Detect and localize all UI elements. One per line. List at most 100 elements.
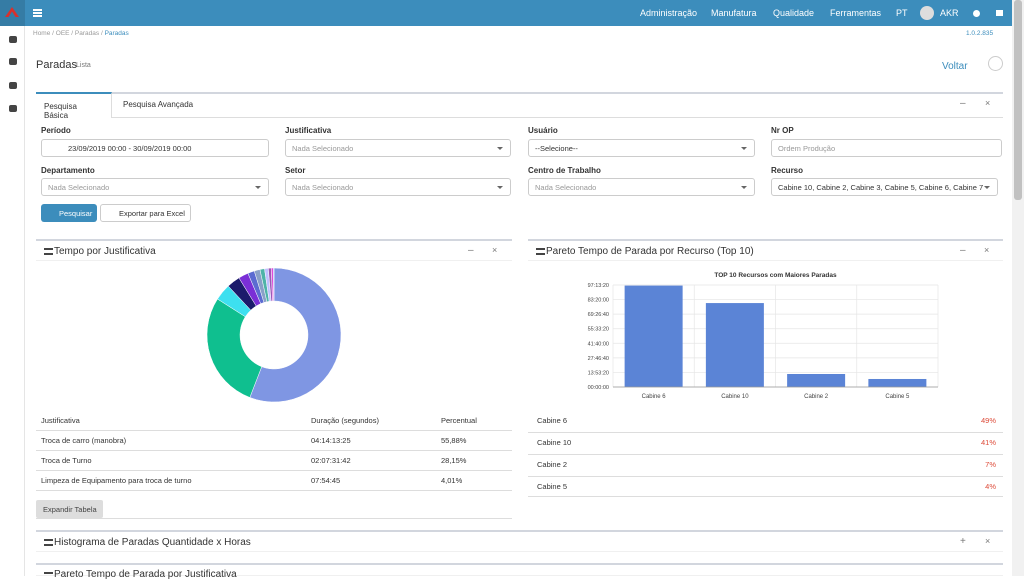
y-tick-label: 55:33:20	[588, 327, 609, 333]
logo[interactable]	[0, 0, 25, 26]
label: Justificativa	[285, 126, 332, 135]
search-button[interactable]: Pesquisar	[41, 204, 97, 222]
label: Recurso	[771, 166, 804, 175]
icon[interactable]	[9, 58, 17, 65]
crumb[interactable]: Paradas	[74, 30, 100, 37]
icon[interactable]	[9, 105, 17, 112]
settings-icon[interactable]	[973, 10, 980, 17]
user[interactable]: AKR	[940, 8, 959, 18]
list-label: Cabine 5	[537, 482, 568, 491]
td: Limpeza de Equipamento para troca de tur…	[41, 476, 192, 485]
donut-slice	[249, 267, 342, 403]
td: Troca de carro (manobra)	[41, 436, 127, 445]
close[interactable]: ×	[985, 98, 991, 108]
select[interactable]: Nada Selecionado	[285, 178, 511, 196]
panel-title: Pareto Tempo de Parada por Recurso (Top …	[546, 246, 754, 257]
text-input[interactable]: Ordem Produção	[771, 139, 1002, 157]
bar	[705, 303, 764, 387]
list-label: Cabine 6	[537, 416, 568, 425]
crumb[interactable]: OEE	[55, 30, 70, 37]
back-link[interactable]: Voltar	[942, 61, 968, 72]
chart-title: TOP 10 Recursos com Maiores Paradas	[714, 272, 837, 279]
select[interactable]: --Selecione--	[528, 139, 755, 157]
navbar: Administração Manufatura Qualidade Ferra…	[0, 0, 1012, 26]
y-tick-label: 69:26:40	[588, 312, 609, 318]
donut-slice	[273, 267, 275, 302]
panel-title: Tempo por Justificativa	[54, 246, 156, 257]
bar-chart: TOP 10 Recursos com Maiores Paradas 00:00…	[588, 272, 939, 400]
sidebar	[0, 26, 25, 576]
row-line	[36, 490, 512, 491]
export-button[interactable]: Exportar para Excel	[100, 204, 191, 222]
tab[interactable]: Pesquisa Básica	[36, 92, 112, 120]
list-value: 49%	[980, 416, 996, 425]
label: Centro de Trabalho	[528, 166, 601, 175]
td: 07:54:45	[311, 476, 341, 485]
list-label: Cabine 2	[537, 460, 568, 469]
td: 04:14:13:25	[311, 436, 351, 445]
th: Justificativa	[41, 416, 80, 425]
select[interactable]: Nada Selecionado	[285, 139, 511, 157]
version: 1.0.2.835	[966, 30, 994, 37]
expand-button[interactable]: Expandir Tabela	[36, 500, 103, 518]
panel-header: Tempo por Justificativa – ×	[36, 239, 512, 261]
td: 28,15%	[441, 456, 467, 465]
icon[interactable]	[9, 36, 17, 43]
date-input[interactable]: 23/09/2019 00:00 - 30/09/2019 00:00	[41, 139, 269, 157]
label: Departamento	[41, 166, 95, 175]
label: Período	[41, 126, 71, 135]
page-subtitle: Lista	[76, 62, 91, 69]
x-tick-label: Cabine 5	[885, 394, 910, 400]
row-line	[528, 432, 1003, 433]
td: 55,88%	[441, 436, 467, 445]
y-tick-label: 41:40:00	[588, 341, 609, 347]
select[interactable]: Cabine 10, Cabine 2, Cabine 3, Cabine 5,…	[771, 178, 998, 196]
label: Usuário	[528, 126, 558, 135]
bar	[868, 378, 927, 387]
scrollbar[interactable]	[1012, 0, 1024, 576]
tab[interactable]: Pesquisa Avançada	[123, 100, 194, 109]
bar	[624, 285, 683, 387]
y-tick-label: 83:20:00	[588, 298, 609, 304]
donut-slice	[206, 298, 263, 398]
list-value: 7%	[985, 460, 996, 469]
menu[interactable]: Administração	[640, 8, 698, 18]
list-label: Cabine 10	[537, 438, 572, 447]
label: Nr OP	[771, 126, 794, 135]
select[interactable]: Nada Selecionado	[41, 178, 269, 196]
panel-title: Pareto Tempo de Parada por Justificativa	[54, 569, 237, 580]
menu-toggle[interactable]	[33, 9, 42, 17]
x-tick-label: Cabine 10	[721, 394, 749, 400]
y-tick-label: 00:00:00	[588, 385, 609, 391]
crumb[interactable]: Home	[33, 30, 51, 37]
fullscreen-button[interactable]	[988, 56, 1003, 71]
label: Setor	[285, 166, 306, 175]
th: Percentual	[441, 416, 477, 425]
divider	[36, 518, 512, 519]
td: Troca de Turno	[41, 456, 92, 465]
row-line	[528, 496, 1003, 497]
menu[interactable]: Manufatura	[711, 8, 757, 18]
panel-header: Pareto Tempo de Parada por Justificativa	[36, 563, 1003, 580]
y-tick-label: 97:13:20	[588, 283, 609, 289]
page-title: Paradas	[36, 59, 77, 71]
collapse[interactable]: –	[960, 98, 966, 109]
language[interactable]: PT	[896, 8, 908, 18]
menu[interactable]: Qualidade	[773, 8, 815, 18]
row-line	[36, 470, 512, 471]
icon[interactable]	[9, 82, 17, 89]
breadcrumb: Home / OEE / Paradas / Paradas	[33, 30, 129, 37]
select[interactable]: Nada Selecionado	[528, 178, 755, 196]
logout-icon[interactable]	[996, 10, 1003, 16]
row-line	[528, 476, 1003, 477]
td: 4,01%	[441, 476, 463, 485]
avatar	[920, 6, 934, 20]
row-line	[36, 450, 512, 451]
menu[interactable]: Ferramentas	[830, 8, 882, 18]
x-tick-label: Cabine 6	[642, 394, 667, 400]
panel-header: Histograma de Paradas Quantidade x Horas…	[36, 530, 1003, 552]
row-line	[36, 430, 512, 431]
row-line	[528, 454, 1003, 455]
tab-bar: Pesquisa Básica Pesquisa Avançada – ×	[36, 92, 1003, 120]
bar	[787, 374, 846, 387]
